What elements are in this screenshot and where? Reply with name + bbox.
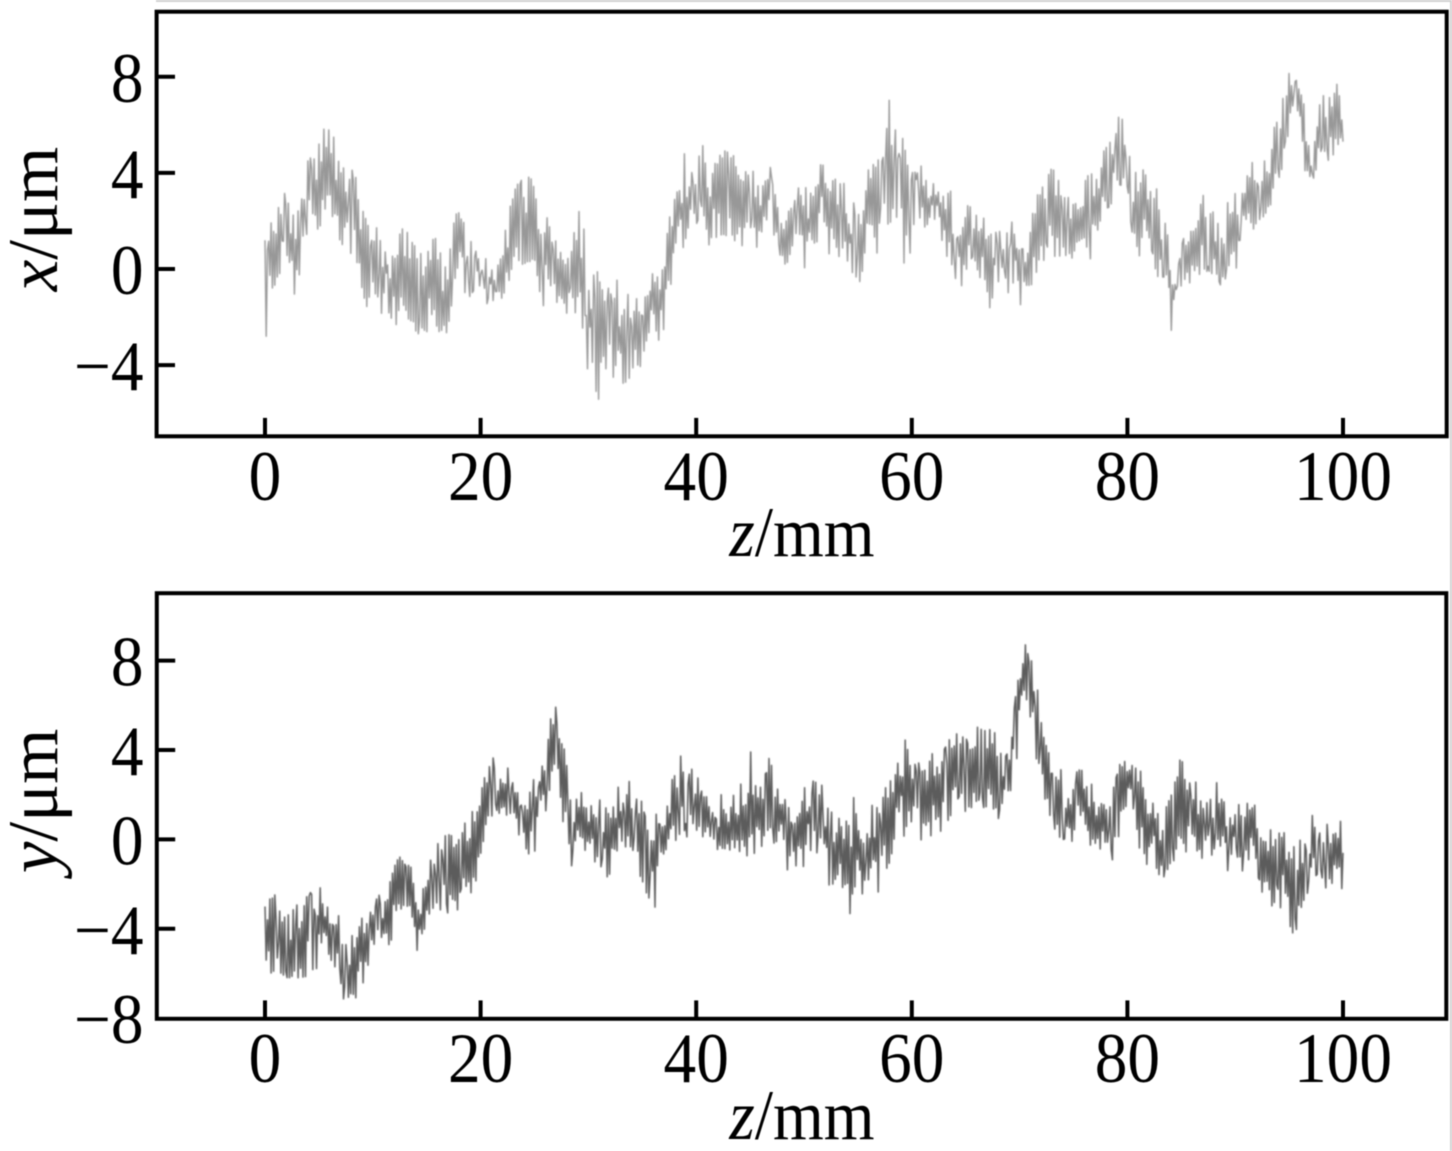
svg-text:100: 100 (1294, 1019, 1392, 1098)
svg-text:−8: −8 (74, 980, 143, 1059)
svg-text:8: 8 (111, 622, 144, 701)
svg-text:20: 20 (448, 1019, 513, 1098)
svg-text:100: 100 (1294, 437, 1392, 516)
svg-text:x/μm: x/μm (0, 147, 73, 293)
svg-text:8: 8 (111, 38, 144, 117)
svg-text:80: 80 (1095, 437, 1160, 516)
svg-text:0: 0 (111, 231, 144, 310)
svg-text:−4: −4 (74, 890, 143, 969)
svg-text:40: 40 (664, 1019, 729, 1098)
svg-text:4: 4 (111, 712, 144, 791)
svg-text:0: 0 (249, 437, 282, 516)
svg-text:0: 0 (249, 1019, 282, 1098)
svg-text:80: 80 (1095, 1019, 1160, 1098)
svg-text:60: 60 (879, 1019, 944, 1098)
svg-text:0: 0 (111, 801, 144, 880)
svg-text:4: 4 (111, 134, 144, 213)
svg-text:y/μm: y/μm (0, 729, 73, 880)
svg-text:z/mm: z/mm (728, 493, 874, 572)
svg-text:−4: −4 (74, 327, 143, 406)
svg-text:z/mm: z/mm (728, 1076, 874, 1151)
svg-text:40: 40 (664, 437, 729, 516)
svg-text:60: 60 (879, 437, 944, 516)
svg-text:20: 20 (448, 437, 513, 516)
